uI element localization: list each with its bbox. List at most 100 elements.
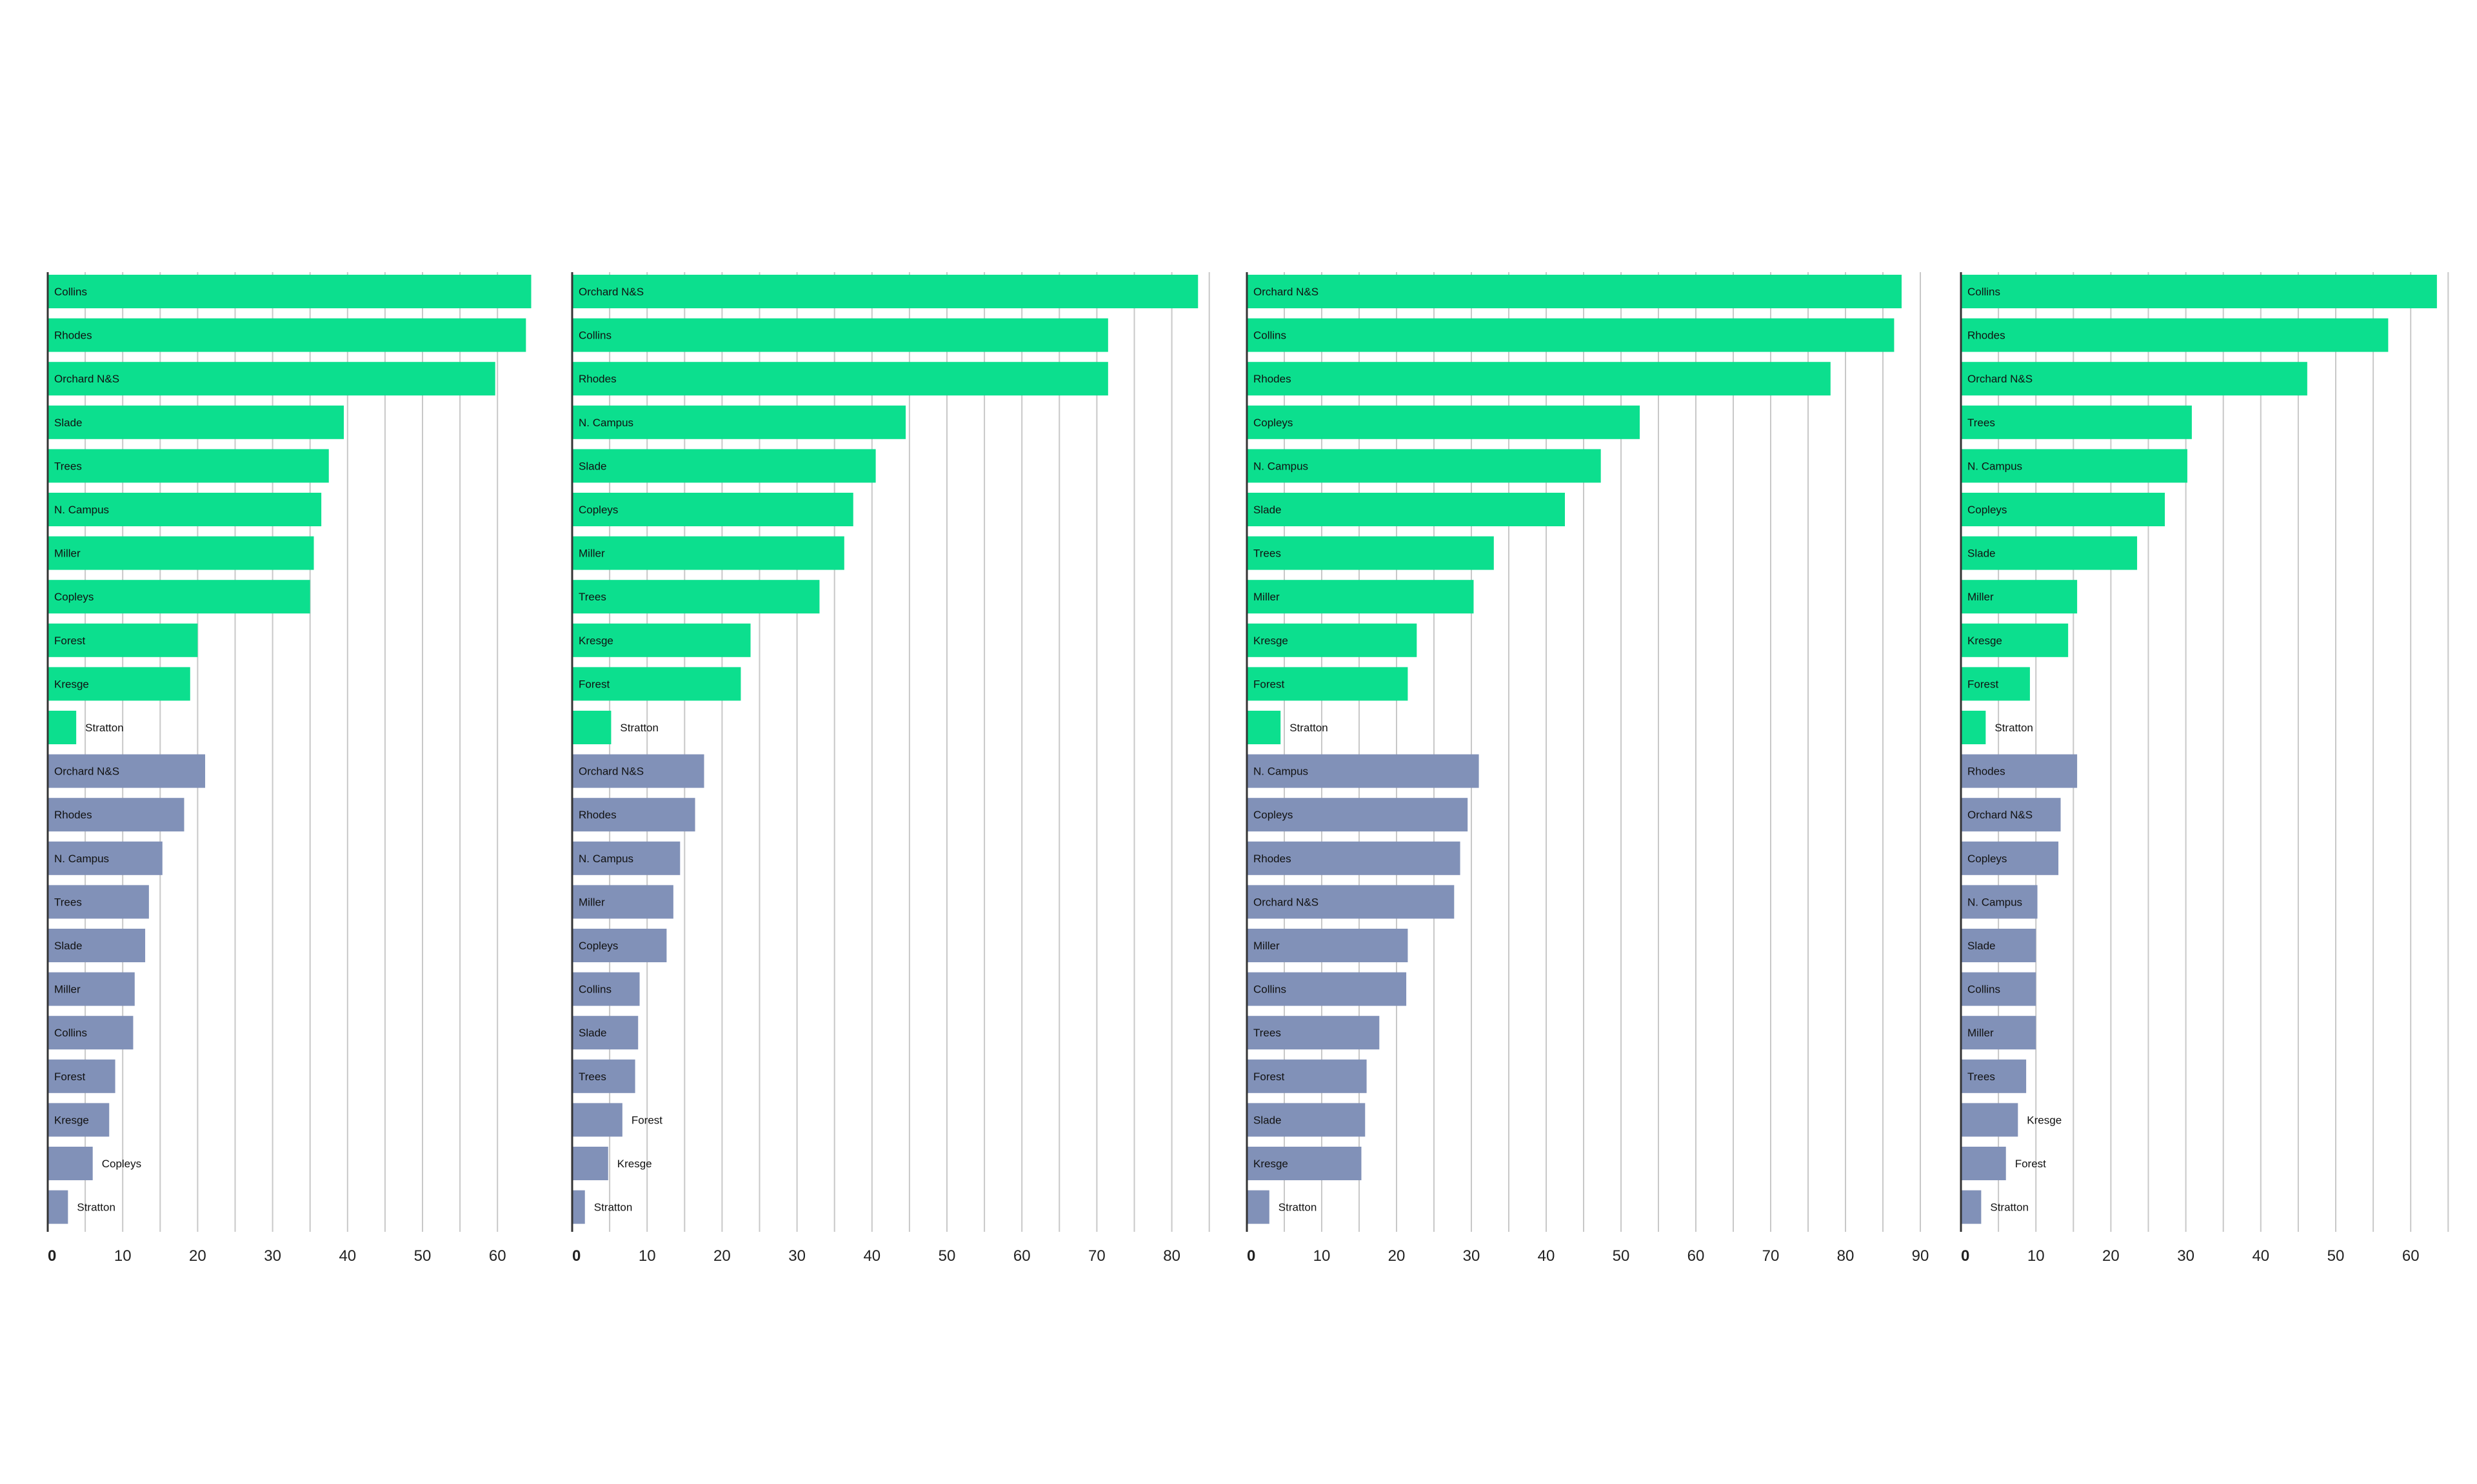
x-tick-label: 10: [2027, 1247, 2045, 1265]
x-tick-label: 30: [788, 1247, 806, 1265]
bar: [48, 841, 163, 875]
bar: [572, 623, 751, 657]
bar-label: Rhodes: [1253, 373, 1291, 385]
bar: [1247, 1016, 1380, 1050]
bar: [1247, 885, 1455, 919]
bar: [1961, 754, 2078, 788]
bar-label: Collins: [1253, 984, 1286, 996]
bar: [572, 493, 853, 526]
bar-label: Stratton: [594, 1202, 633, 1214]
bar: [572, 318, 1108, 352]
bar-chart-1: Collins Rhodes Orchard N&S Slade Trees N. Cam…: [46, 272, 532, 1265]
bar-label: Orchard N&S: [1253, 896, 1318, 908]
x-tick-label: 0: [48, 1247, 56, 1265]
bar-label: Orchard N&S: [54, 766, 119, 778]
bar-label: N. Campus: [1967, 460, 2022, 472]
x-tick-label: 40: [1538, 1247, 1555, 1265]
bar: [48, 667, 190, 701]
bar: [1247, 449, 1601, 483]
x-tick-label: 20: [189, 1247, 206, 1265]
bar: [48, 798, 184, 832]
x-tick-label: 60: [1013, 1247, 1031, 1265]
bar: [1961, 711, 1986, 744]
bar-label: Rhodes: [54, 330, 92, 342]
bar: [572, 580, 820, 614]
bar-label: Miller: [1967, 1027, 1994, 1039]
x-tick-label: 0: [1247, 1247, 1255, 1265]
bar: [1247, 1190, 1269, 1224]
bar: [48, 1190, 68, 1224]
bar: [572, 1190, 585, 1224]
bar: [48, 405, 344, 439]
bar-label: Slade: [1967, 940, 1995, 952]
x-tick-label: 20: [2102, 1247, 2120, 1265]
x-tick-label: 10: [639, 1247, 656, 1265]
bar: [1961, 1190, 1982, 1224]
bar: [48, 318, 526, 352]
bar-label: Kresge: [1967, 635, 2002, 647]
bar: [572, 841, 681, 875]
bar: [1961, 667, 2030, 701]
bar-label: N. Campus: [1253, 460, 1308, 472]
x-tick-label: 50: [414, 1247, 432, 1265]
bar: [1247, 362, 1831, 396]
bar: [1247, 841, 1460, 875]
bar: [572, 929, 667, 962]
bar-label: Trees: [1253, 1027, 1281, 1039]
x-tick-label: 50: [939, 1247, 956, 1265]
bar-label: Rhodes: [1967, 330, 2005, 342]
bar: [1961, 449, 2187, 483]
bar: [1247, 1147, 1362, 1180]
bar-label: Orchard N&S: [1253, 286, 1318, 298]
bar-label: Kresge: [617, 1158, 652, 1170]
x-tick-label: 30: [1463, 1247, 1480, 1265]
x-tick-label: 60: [489, 1247, 506, 1265]
bar-label: Stratton: [1990, 1202, 2029, 1214]
bar: [572, 536, 844, 570]
bar: [572, 667, 741, 701]
bar-label: Trees: [1967, 417, 1995, 429]
bar: [1961, 929, 2036, 962]
bar: [1247, 1059, 1367, 1093]
bar: [1961, 623, 2069, 657]
bar: [48, 275, 532, 308]
bar: [1961, 536, 2138, 570]
bar-label: Trees: [579, 591, 606, 603]
bar: [572, 275, 1199, 308]
bar-label: Rhodes: [54, 809, 92, 821]
x-tick-label: 0: [1961, 1247, 1969, 1265]
bar-label: Rhodes: [1967, 766, 2005, 778]
bar: [48, 536, 314, 570]
bar-label: Slade: [579, 460, 606, 472]
bar-label: Stratton: [1995, 722, 2033, 734]
bar-label: Trees: [1967, 1071, 1995, 1083]
x-tick-label: 10: [114, 1247, 132, 1265]
bar: [1961, 1103, 2018, 1137]
bar-label: Copleys: [1253, 809, 1293, 821]
bar: [48, 885, 149, 919]
bar-label: Copleys: [1967, 853, 2007, 865]
bar-label: Slade: [1253, 1114, 1281, 1126]
bar: [1247, 536, 1494, 570]
bar: [48, 754, 206, 788]
bar-label: Forest: [1967, 678, 1998, 690]
bar-label: Miller: [54, 548, 81, 560]
bar-chart-3: Orchard N&S Collins Rhodes Copleys N. Campus…: [1246, 272, 1929, 1265]
bar-label: Trees: [1253, 548, 1281, 560]
bar-label: Forest: [579, 678, 610, 690]
bar: [48, 1016, 134, 1050]
bar-label: Miller: [1967, 591, 1994, 603]
bar: [1247, 711, 1281, 744]
x-tick-label: 40: [863, 1247, 880, 1265]
bar: [572, 362, 1108, 396]
bar: [1247, 754, 1479, 788]
bar: [1247, 580, 1474, 614]
bar: [48, 1147, 93, 1180]
bar-chart-4: Collins Rhodes Orchard N&S Trees N. Campus Co…: [1960, 272, 2449, 1265]
x-tick-label: 60: [2402, 1247, 2420, 1265]
bar-label: Kresge: [2027, 1114, 2062, 1126]
x-tick-label: 60: [1687, 1247, 1705, 1265]
x-tick-label: 80: [1163, 1247, 1180, 1265]
bar: [1961, 885, 2038, 919]
bar: [572, 1103, 622, 1137]
